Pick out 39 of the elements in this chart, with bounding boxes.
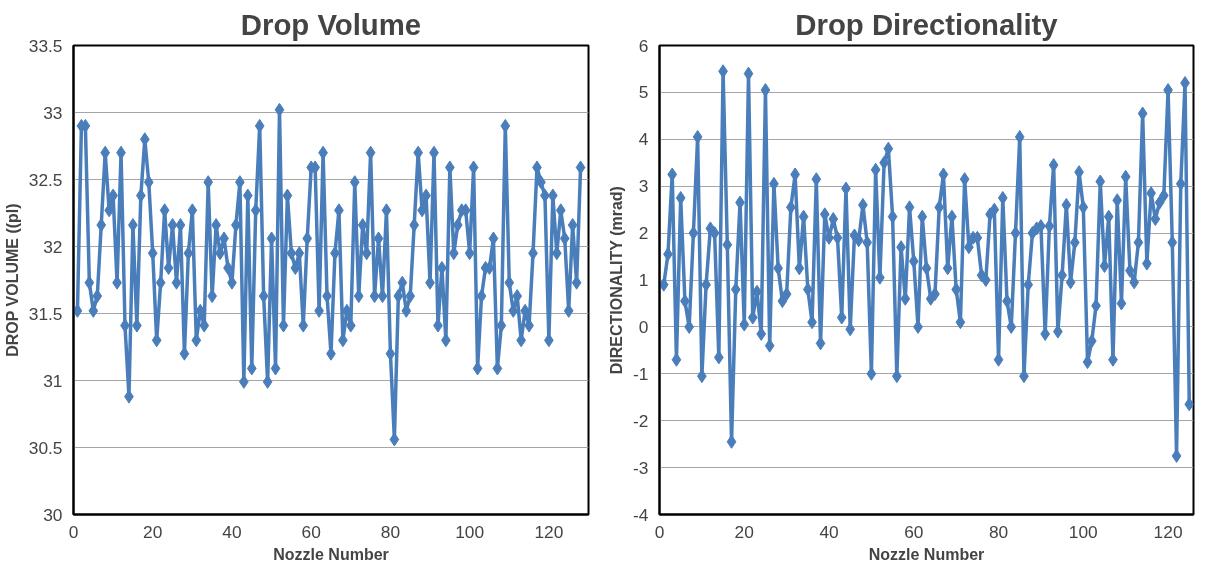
y-tick-label: 33 [43,102,63,123]
chart-title: Drop Directionality [795,7,1059,41]
y-tick-label: 33.5 [28,35,63,56]
y-tick-label: 32.5 [28,169,63,190]
y-tick-label: 31.5 [28,303,63,324]
y-tick-label: -4 [633,504,649,525]
y-tick-label: 30.5 [28,437,63,458]
y-tick-label: 3 [638,176,649,197]
x-tick-label: 60 [904,521,924,542]
y-tick-label: 31 [43,370,63,391]
y-tick-label: 32 [43,236,63,257]
y-tick-label: -1 [633,363,649,384]
y-tick-label: 4 [638,129,649,150]
y-tick-label: 1 [638,270,649,290]
y-tick-label: 2 [638,223,649,244]
x-tick-label: 120 [1153,521,1183,542]
y-tick-label: 5 [638,82,649,103]
x-tick-label: 40 [819,521,839,542]
x-axis-title: Nozzle Number [868,545,985,563]
x-tick-label: 0 [654,521,665,542]
y-tick-label: 6 [638,35,649,56]
x-tick-label: 20 [143,521,163,542]
y-tick-label: -3 [633,457,649,478]
x-tick-label: 100 [1068,521,1098,542]
y-axis-title: DROP VOLUME ((pl) [3,203,21,357]
x-tick-label: 0 [68,521,79,542]
y-tick-label: 0 [638,316,649,337]
y-axis-title: DIRECTIONALITY (mrad) [608,186,626,375]
y-tick-label: -2 [633,410,649,431]
chart-title: Drop Volume [240,7,422,41]
x-tick-label: 80 [380,521,401,542]
x-tick-label: 100 [455,521,485,542]
y-tick-label: 30 [43,504,63,525]
x-axis-title: Nozzle Number [273,545,389,563]
x-tick-label: 40 [222,521,242,542]
x-tick-label: 80 [988,521,1009,542]
x-tick-label: 20 [734,521,754,542]
x-tick-label: 120 [534,521,564,542]
x-tick-label: 60 [301,521,321,542]
